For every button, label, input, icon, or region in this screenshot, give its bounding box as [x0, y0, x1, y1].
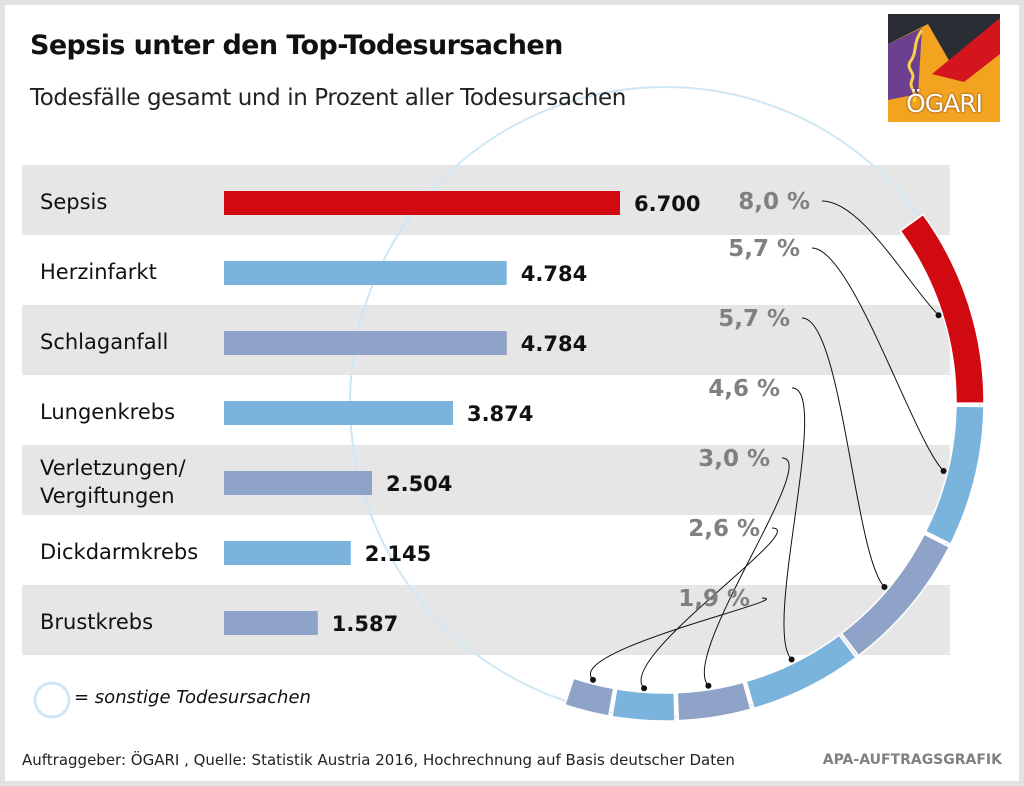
percent-label: 5,7 % [718, 306, 790, 332]
bar [224, 191, 620, 215]
leader-line [783, 387, 806, 660]
leader-dot [935, 312, 942, 319]
ring-segment [899, 213, 985, 404]
leader-line [811, 247, 944, 472]
ring-segment [676, 681, 752, 722]
row-background [22, 585, 950, 655]
bar [224, 541, 351, 565]
percent-label: 8,0 % [738, 189, 810, 215]
bar [224, 611, 318, 635]
bar [224, 261, 507, 285]
category-label: Verletzungen/Vergiftungen [40, 456, 186, 508]
category-label-line: Schlaganfall [40, 330, 168, 354]
value-label: 1.587 [332, 612, 398, 636]
bar-series [224, 191, 620, 635]
logo-face-line [907, 29, 924, 103]
ring-segment [924, 405, 985, 545]
oegari-logo: ÖGARI [888, 14, 1000, 122]
value-label: 2.504 [386, 472, 452, 496]
ring-segment [611, 688, 676, 722]
category-label-line: Lungenkrebs [40, 400, 175, 424]
source-note: Auftraggeber: ÖGARI , Quelle: Statistik … [22, 751, 735, 769]
category-label: Lungenkrebs [40, 400, 175, 424]
category-label-line: Sepsis [40, 190, 107, 214]
leader-line [640, 527, 778, 689]
chart-subtitle: Todesfälle gesamt und in Prozent aller T… [30, 85, 626, 111]
legend-circle-icon [33, 681, 71, 719]
category-label: Dickdarmkrebs [40, 540, 198, 564]
chart-labels: Sepsis 6.700 8,0 % Herzinfarkt 4.784 5,7 % Sch… [40, 189, 810, 636]
category-label: Schlaganfall [40, 330, 168, 354]
category-label-line: Vergiftungen [40, 484, 175, 508]
category-label: Brustkrebs [40, 610, 153, 634]
leader-dot [705, 682, 712, 689]
ring-segment [563, 677, 615, 717]
leader-dot [589, 676, 596, 683]
logo-text: ÖGARI [906, 89, 983, 118]
ring-segment [840, 533, 951, 657]
category-label-line: Verletzungen/ [40, 456, 186, 480]
category-label-line: Brustkrebs [40, 610, 153, 634]
category-label-line: Herzinfarkt [40, 260, 157, 284]
leader-dot [788, 656, 795, 663]
value-label: 6.700 [634, 192, 700, 216]
percent-label: 4,6 % [708, 376, 780, 402]
logo-red-shape [932, 18, 1000, 82]
ring-segment [745, 634, 857, 710]
value-label: 4.784 [521, 262, 587, 286]
credit-label: APA-AUFTRAGSGRAFIK [822, 752, 1002, 768]
logo-graphic [888, 14, 1000, 122]
percent-label: 2,6 % [688, 516, 760, 542]
value-label: 4.784 [521, 332, 587, 356]
percent-label: 3,0 % [698, 446, 770, 472]
bar [224, 471, 372, 495]
leader-dot [881, 583, 888, 590]
category-label-line: Dickdarmkrebs [40, 540, 198, 564]
value-label: 3.874 [467, 402, 533, 426]
percent-label: 5,7 % [728, 236, 800, 262]
leader-line [801, 317, 885, 588]
bar [224, 331, 507, 355]
chart-title: Sepsis unter den Top-Todesursachen [30, 30, 563, 61]
category-label: Herzinfarkt [40, 260, 157, 284]
logo-purple-shape [888, 28, 922, 100]
leader-line [821, 200, 939, 316]
percent-ring [563, 213, 985, 722]
percent-label: 1,9 % [678, 586, 750, 612]
leader-line [589, 597, 767, 681]
row-background [22, 445, 950, 515]
category-label: Sepsis [40, 190, 107, 214]
leader-dot [940, 467, 947, 474]
bar [224, 401, 453, 425]
leader-line [703, 457, 790, 687]
leader-lines [589, 200, 947, 692]
legend-text: = sonstige Todesursachen [74, 687, 311, 708]
leader-dot [641, 685, 648, 692]
value-label: 2.145 [365, 542, 431, 566]
